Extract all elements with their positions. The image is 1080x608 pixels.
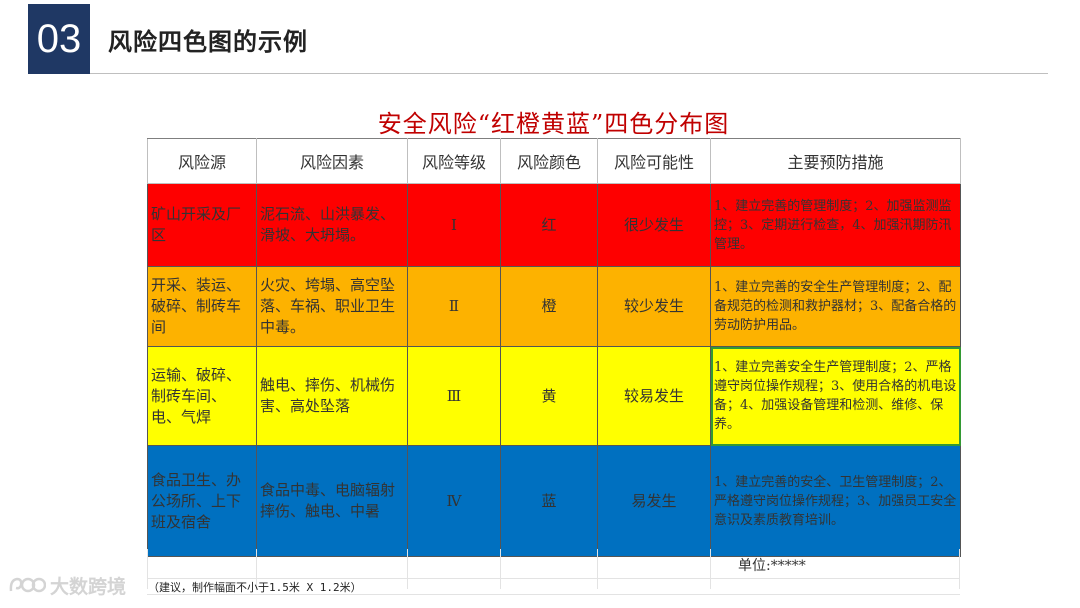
risk-table: 风险源 风险因素 风险等级 风险颜色 风险可能性 主要预防措施 矿山开采及厂区 … [147, 138, 961, 557]
column-header-color: 风险颜色 [500, 138, 598, 184]
slide-title: 风险四色图的示例 [108, 28, 308, 56]
chart-title: 安全风险“红橙黄蓝”四色分布图 [377, 110, 730, 138]
column-header-measures: 主要预防措施 [710, 138, 961, 184]
cell-factors: 食品中毒、电脑辐射摔伤、触电、中暑 [256, 445, 408, 557]
spreadsheet-gridlines [147, 549, 960, 589]
watermark-icon [9, 577, 46, 592]
column-header-likelihood: 风险可能性 [597, 138, 711, 184]
cell-color: 红 [500, 183, 598, 267]
watermark-logo: 大数跨境 [8, 572, 126, 599]
watermark-text: 大数跨境 [50, 576, 127, 598]
cell-color: 黄 [500, 346, 598, 446]
cell-level: Ⅱ [407, 266, 501, 347]
cell-color: 蓝 [500, 445, 598, 557]
cell-factors: 触电、摔伤、机械伤害、高处坠落 [256, 346, 408, 446]
column-header-source: 风险源 [147, 138, 257, 184]
cell-likelihood: 较少发生 [597, 266, 711, 347]
section-number-badge: 03 [28, 4, 90, 74]
cell-level: Ⅳ [407, 445, 501, 557]
cell-source: 食品卫生、办公场所、上下班及宿舍 [147, 445, 257, 557]
gridline-horizontal [147, 594, 960, 595]
cell-factors: 泥石流、山洪暴发、滑坡、大坍塌。 [256, 183, 408, 267]
cell-measures: 1、建立完善的安全、卫生管理制度；2、严格遵守岗位操作规程；3、加强员工安全意识… [710, 445, 961, 557]
table-row-blue: 食品卫生、办公场所、上下班及宿舍 食品中毒、电脑辐射摔伤、触电、中暑 Ⅳ 蓝 易… [147, 445, 961, 557]
column-header-factors: 风险因素 [256, 138, 408, 184]
unit-label: 单位:***** [738, 558, 806, 574]
table-row-red: 矿山开采及厂区 泥石流、山洪暴发、滑坡、大坍塌。 Ⅰ 红 很少发生 1、建立完善… [147, 183, 961, 267]
header-divider [90, 73, 1048, 74]
cell-source: 运输、破碎、制砖车间、电、气焊 [147, 346, 257, 446]
cell-factors: 火灾、垮塌、高空坠落、车祸、职业卫生中毒。 [256, 266, 408, 347]
size-note: （建议，制作幅面不小于1.5米 X 1.2米） [148, 581, 362, 594]
cell-measures: 1、建立完善安全生产管理制度；2、严格遵守岗位操作规程；3、使用合格的机电设备；… [710, 346, 961, 446]
cell-source: 开采、装运、破碎、制砖车间 [147, 266, 257, 347]
table-row-orange: 开采、装运、破碎、制砖车间 火灾、垮塌、高空坠落、车祸、职业卫生中毒。 Ⅱ 橙 … [147, 266, 961, 347]
cell-likelihood: 较易发生 [597, 346, 711, 446]
table-header-row: 风险源 风险因素 风险等级 风险颜色 风险可能性 主要预防措施 [147, 138, 961, 184]
cell-measures: 1、建立完善的管理制度；2、加强监测监控；3、定期进行检查，4、加强汛期防汛管理… [710, 183, 961, 267]
cell-level: Ⅲ [407, 346, 501, 446]
cell-color: 橙 [500, 266, 598, 347]
cell-likelihood: 易发生 [597, 445, 711, 557]
cell-source: 矿山开采及厂区 [147, 183, 257, 267]
cell-level: Ⅰ [407, 183, 501, 267]
cell-measures: 1、建立完善的安全生产管理制度；2、配备规范的检测和救护器材；3、配备合格的劳动… [710, 266, 961, 347]
table-row-yellow: 运输、破碎、制砖车间、电、气焊 触电、摔伤、机械伤害、高处坠落 Ⅲ 黄 较易发生… [147, 346, 961, 446]
section-number: 03 [36, 16, 82, 61]
gridline-horizontal [147, 578, 960, 579]
cell-likelihood: 很少发生 [597, 183, 711, 267]
column-header-level: 风险等级 [407, 138, 501, 184]
